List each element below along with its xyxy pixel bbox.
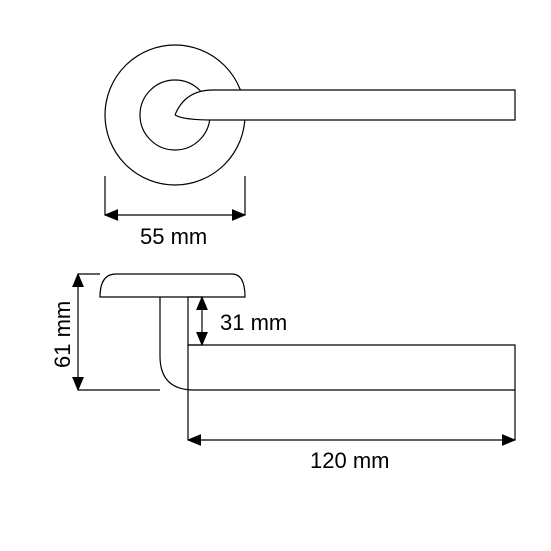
- lever-side-view: [160, 297, 515, 390]
- technical-drawing: 55 mm 120 mm 31 mm 61 mm: [0, 0, 551, 551]
- lever-top-view: [175, 90, 515, 120]
- dim-label: 61 mm: [50, 301, 75, 368]
- dim-label: 120 mm: [310, 448, 389, 473]
- dim-label: 55 mm: [140, 224, 207, 249]
- rose-side-view: [100, 274, 245, 297]
- dim-label: 31 mm: [220, 310, 287, 335]
